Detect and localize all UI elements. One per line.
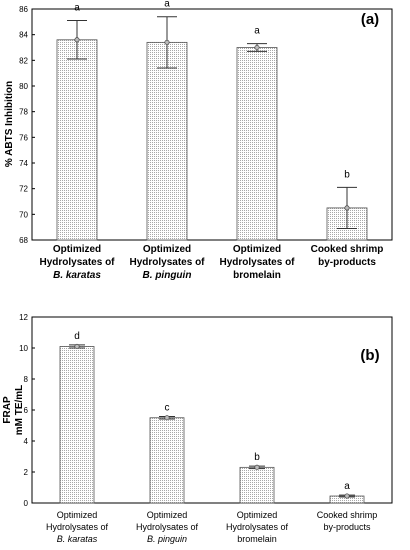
category-label: Hydrolysates of [219,257,295,268]
y-tick-label: 72 [19,185,28,194]
bar [239,466,275,504]
bar [149,417,185,504]
mean-marker [254,44,260,51]
significance-label: d [74,331,80,342]
category-label: by-products [318,257,376,268]
significance-label: b [254,452,260,463]
y-tick-label: 10 [19,344,28,353]
category-label: Hydrolysates of [136,522,199,532]
mean-marker [344,205,350,211]
y-axis-label-line: % ABTS Inhibition [4,81,15,167]
significance-label: a [74,3,80,14]
category-label: Optimized [53,244,101,255]
bar [146,41,188,241]
y-tick-label: 12 [19,313,28,322]
mean-marker [164,415,170,421]
y-tick-label: 0 [24,499,29,508]
category-label: B. pinguin [147,534,187,544]
chart-panel-b: 0 2 4 6 8 10 12 d Optimized Hydrolysates of B. kar… [2,313,393,544]
y-tick-label: 8 [24,375,29,384]
y-tick-label: 2 [24,468,29,477]
y-axis-label: FRAP mM TE/mL [2,385,25,436]
category-label: B. karatas [57,534,98,544]
mean-marker [74,37,80,43]
y-tick-label: 78 [19,108,28,117]
y-tick-label: 74 [19,159,28,168]
significance-label: a [254,26,260,37]
mean-marker [344,493,350,499]
panel-label: (b) [360,347,379,364]
significance-label: b [344,169,350,180]
category-label: B. karatas [53,270,101,281]
y-tick-label: 76 [19,133,28,142]
mean-marker [254,464,260,470]
y-tick-label: 6 [24,406,29,415]
y-tick-label: 4 [24,437,29,446]
category-label: B. pinguin [143,270,192,281]
chart-panel-a: 68 70 72 74 76 78 80 82 84 86 a Optimized Hydrolysat… [4,0,393,281]
category-label: Cooked shrimp [317,510,378,520]
mean-marker [74,343,80,350]
category-label: Optimized [57,510,98,520]
panel-label: (a) [361,11,379,28]
y-axis-label-line: mM TE/mL [14,385,25,436]
y-tick-label: 68 [19,236,28,245]
category-label: Hydrolysates of [46,522,109,532]
significance-label: a [344,481,350,492]
category-label: Optimized [233,244,281,255]
plot-frame [31,8,393,241]
bar [56,39,98,241]
y-axis-label: % ABTS Inhibition [4,81,15,167]
y-tick-label: 82 [19,56,28,65]
category-label: by-products [323,522,371,532]
y-tick-label: 84 [19,31,28,40]
category-label: bromelain [237,534,277,544]
y-tick-label: 80 [19,82,28,91]
category-label: Cooked shrimp [311,244,384,255]
mean-marker [164,39,170,45]
category-label: Optimized [237,510,278,520]
category-label: Optimized [147,510,188,520]
category-label: Hydrolysates of [39,257,115,268]
y-axis-label-line: FRAP [2,396,13,424]
significance-label: a [164,0,170,10]
y-tick-label: 70 [19,210,28,219]
significance-label: c [165,403,170,414]
y-tick-label: 86 [19,5,28,14]
category-label: bromelain [233,270,281,281]
bar [236,47,278,241]
bar [59,346,95,504]
category-label: Hydrolysates of [226,522,289,532]
category-label: Hydrolysates of [129,257,205,268]
category-label: Optimized [143,244,191,255]
